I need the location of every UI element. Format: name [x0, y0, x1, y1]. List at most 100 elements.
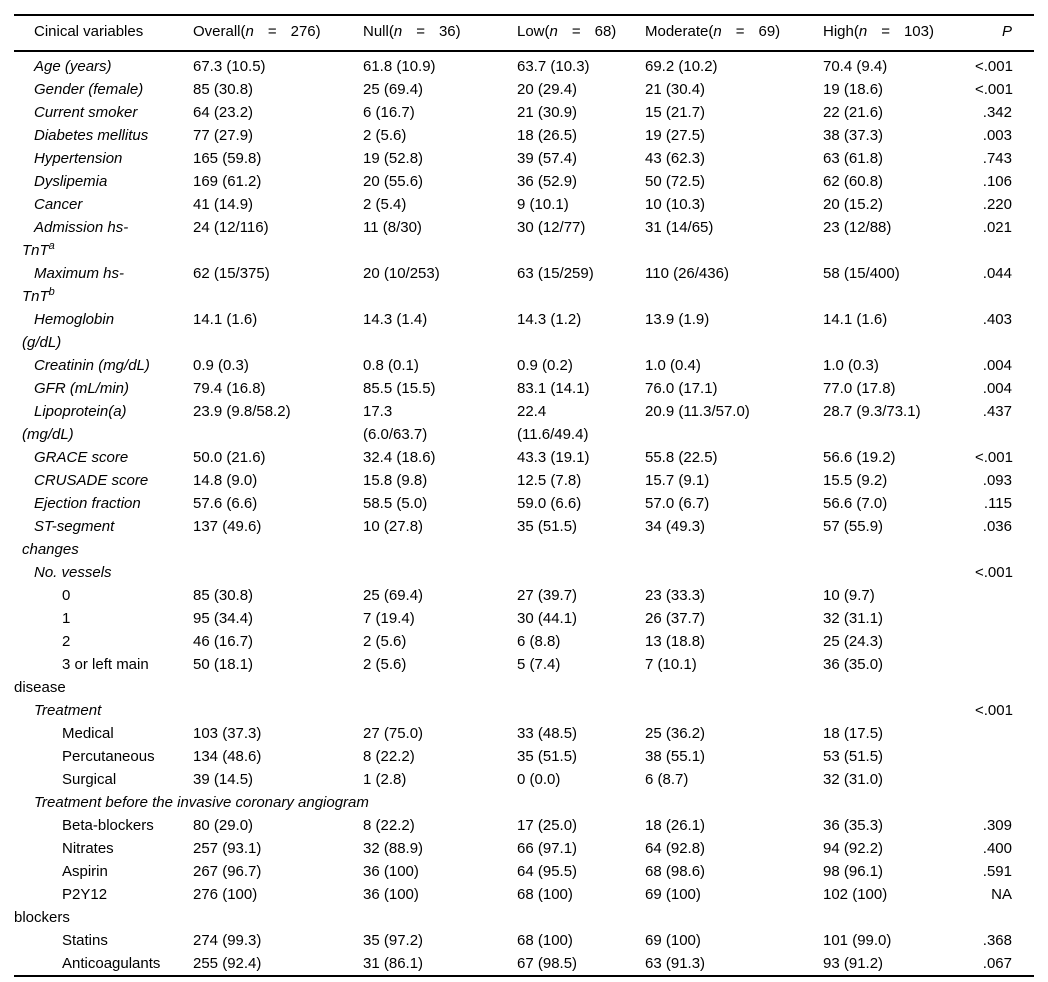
value-cell: 12.5 (7.8) — [517, 472, 582, 489]
value-cell: 41 (14.9) — [193, 196, 254, 213]
value-cell: 11 (8/30) — [363, 219, 422, 236]
value-cell: 62 (60.8) — [823, 173, 884, 190]
p-value-cell: .743 — [982, 150, 1012, 167]
p-value-cell: .036 — [982, 518, 1012, 535]
p-value-cell: .342 — [982, 104, 1012, 121]
value-cell: 20 (15.2) — [823, 196, 884, 213]
value-cell: 34 (49.3) — [645, 518, 706, 535]
value-cell: 15.8 (9.8) — [363, 472, 428, 489]
row-label: Statins — [62, 932, 108, 949]
value-cell: 46 (16.7) — [193, 633, 254, 650]
p-value-cell — [975, 653, 1034, 699]
table-row: Beta-blockers 80 (29.0) 8 (22.2) 17 (25.0) 1… — [14, 814, 1034, 837]
table-row: P2Y12 blockers 276 (100) 36 (100) 68 (100) 6… — [14, 883, 1034, 929]
table-row: 0 85 (30.8) 25 (69.4) 27 (39.7) 23 (33.3) 10 … — [14, 584, 1034, 607]
value-cell: 80 (29.0) — [193, 817, 254, 834]
p-value-cell: .004 — [982, 380, 1012, 397]
value-cell: 94 (92.2) — [823, 840, 884, 857]
value-cell: 64 (95.5) — [517, 863, 578, 880]
value-cell: 58 (15/400) — [823, 265, 900, 282]
row-label: Nitrates — [62, 840, 114, 857]
value-cell: 2 (5.6) — [363, 127, 407, 144]
value-cell: 63 (15/259) — [517, 265, 594, 282]
row-label: 1 — [62, 610, 71, 627]
value-cell: 20 (10/253) — [363, 265, 440, 282]
value-cell: 0.9 (0.2) — [517, 357, 573, 374]
value-cell: 35 (51.5) — [517, 518, 578, 535]
value-cell: 77 (27.9) — [193, 127, 254, 144]
value-cell: 134 (48.6) — [193, 748, 262, 765]
value-cell: 0.8 (0.1) — [363, 357, 419, 374]
column-header: Low(n = 68) — [517, 15, 645, 52]
p-value-cell: .591 — [982, 863, 1012, 880]
value-cell: 28.7 (9.3/73.1) — [823, 403, 921, 420]
value-cell: 38 (37.3) — [823, 127, 884, 144]
value-cell: 25 (24.3) — [823, 633, 884, 650]
value-cell: 5 (7.4) — [517, 656, 561, 673]
value-cell: 32.4 (18.6) — [363, 449, 436, 466]
row-label: GFR (mL/min) — [34, 380, 129, 397]
value-cell: 9 (10.1) — [517, 196, 569, 213]
table-row: Ejection fraction 57.6 (6.6) 58.5 (5.0) 59.… — [14, 492, 1034, 515]
p-value-cell: <.001 — [975, 564, 1013, 581]
value-cell: 25 (69.4) — [363, 587, 424, 604]
p-value-cell: .021 — [982, 219, 1012, 236]
value-cell: 24 (12/116) — [193, 219, 269, 236]
value-cell: 15.7 (9.1) — [645, 472, 710, 489]
clinical-characteristics-table: Cinical variables Overall(n = 276) Null(n = 36… — [14, 14, 1034, 977]
value-cell: 50 (18.1) — [193, 656, 254, 673]
table-row: Surgical 39 (14.5) 1 (2.8) 0 (0.0) 6 (8.7) 32… — [14, 768, 1034, 791]
value-cell: 20 (29.4) — [517, 81, 578, 98]
equals-sign: = — [571, 23, 581, 40]
value-cell: 13.9 (1.9) — [645, 311, 710, 328]
value-cell: 85.5 (15.5) — [363, 380, 436, 397]
table-row: No. vessels <.001 — [14, 561, 1034, 584]
table-row: Hypertension 165 (59.8) 19 (52.8) 39 (57.4)… — [14, 147, 1034, 170]
value-cell: 18 (17.5) — [823, 725, 884, 742]
value-cell: 21 (30.9) — [517, 104, 578, 121]
value-cell — [193, 699, 363, 722]
value-cell: 255 (92.4) — [193, 955, 262, 972]
row-label: 3 or left main disease — [14, 656, 149, 696]
row-label: Creatinin (mg/dL) — [34, 357, 150, 374]
p-value-cell — [975, 768, 1034, 791]
table-row: Gender (female) 85 (30.8) 25 (69.4) 20 (29.… — [14, 78, 1034, 101]
value-cell: 18 (26.1) — [645, 817, 706, 834]
value-cell: 85 (30.8) — [193, 587, 254, 604]
table-row: Lipoprotein(a) (mg/dL) 23.9 (9.8/58.2) 17.… — [14, 400, 1034, 446]
row-label: Gender (female) — [34, 81, 144, 98]
value-cell: 17 (25.0) — [517, 817, 578, 834]
value-cell — [823, 561, 975, 584]
value-cell — [517, 699, 645, 722]
value-cell: 267 (96.7) — [193, 863, 262, 880]
row-label: Surgical — [62, 771, 117, 788]
p-value-cell: <.001 — [975, 81, 1013, 98]
value-cell: 68 (100) — [517, 886, 573, 903]
value-cell: 2 (5.4) — [363, 196, 407, 213]
value-cell: 20.9 (11.3/57.0) — [645, 403, 750, 420]
value-cell — [363, 699, 517, 722]
table-row: Percutaneous 134 (48.6) 8 (22.2) 35 (51.5) 3… — [14, 745, 1034, 768]
value-cell: 110 (26/436) — [645, 265, 729, 282]
value-cell: 274 (99.3) — [193, 932, 262, 949]
n-symbol: n — [393, 23, 403, 40]
value-cell: 23 (12/88) — [823, 219, 892, 236]
value-cell: 7 (10.1) — [645, 656, 697, 673]
value-cell: 36 (35.0) — [823, 656, 884, 673]
table-row: Nitrates 257 (93.1) 32 (88.9) 66 (97.1) 64 (… — [14, 837, 1034, 860]
row-label: 2 — [62, 633, 71, 650]
value-cell: 98 (96.1) — [823, 863, 884, 880]
value-cell: 6 (16.7) — [363, 104, 415, 121]
p-value-cell — [975, 584, 1034, 607]
p-value-cell: <.001 — [975, 58, 1013, 75]
value-cell: 35 (97.2) — [363, 932, 424, 949]
row-label: Ejection fraction — [34, 495, 141, 512]
value-cell: 31 (86.1) — [363, 955, 424, 972]
row-label: CRUSADE score — [34, 472, 149, 489]
value-cell: 10 (9.7) — [823, 587, 875, 604]
value-cell: 25 (36.2) — [645, 725, 706, 742]
table-row: Medical 103 (37.3) 27 (75.0) 33 (48.5) 25 (3… — [14, 722, 1034, 745]
p-value-cell: <.001 — [975, 702, 1013, 719]
value-cell: 33 (48.5) — [517, 725, 578, 742]
value-cell: 8 (22.2) — [363, 748, 415, 765]
